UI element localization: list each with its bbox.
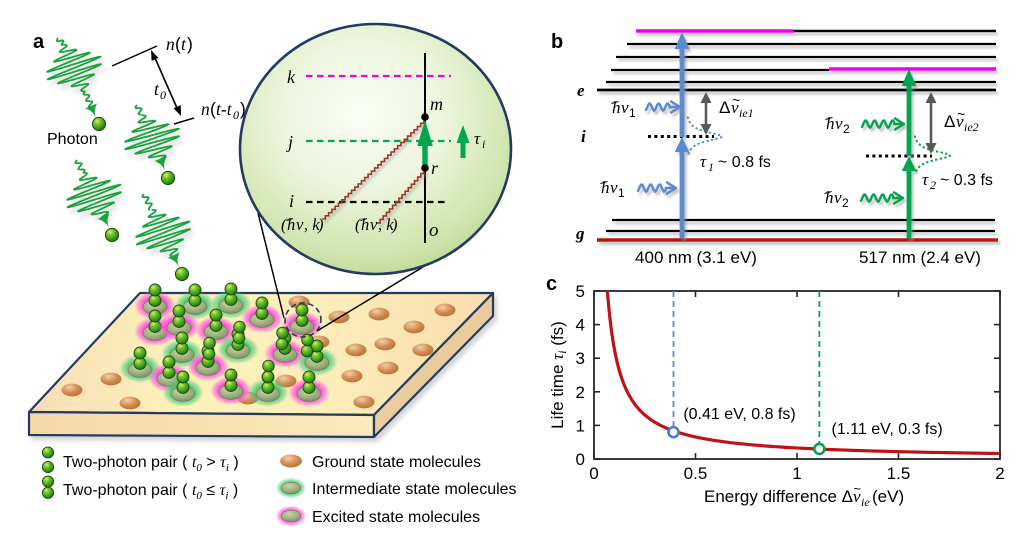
- svg-text:Two-photon pair ( t0 > τi ): Two-photon pair ( t0 > τi ): [63, 454, 239, 474]
- svg-text:Intermediate state molecules: Intermediate state molecules: [312, 481, 517, 498]
- svg-text:(: (: [210, 99, 216, 119]
- svg-text:(1.11 eV, 0.3 fs): (1.11 eV, 0.3 fs): [832, 421, 943, 438]
- svg-text:3: 3: [576, 349, 585, 368]
- svg-text:0: 0: [589, 464, 598, 483]
- svg-text:Excited state molecules: Excited state molecules: [312, 509, 480, 526]
- svg-text:ν: ν: [834, 188, 842, 207]
- svg-text:h: h: [601, 178, 610, 197]
- svg-text:ie1: ie1: [739, 106, 754, 120]
- svg-text:1: 1: [708, 160, 714, 174]
- svg-text:~ 0.8 fs: ~ 0.8 fs: [718, 154, 771, 171]
- svg-text:k: k: [287, 67, 296, 87]
- svg-text:h: h: [287, 215, 295, 234]
- svg-text:o: o: [429, 220, 439, 241]
- svg-text:n: n: [166, 34, 175, 54]
- svg-text:0: 0: [233, 108, 239, 122]
- svg-text:5: 5: [576, 282, 585, 301]
- svg-text:ν: ν: [731, 98, 739, 117]
- svg-text:h: h: [825, 188, 834, 207]
- svg-text:1: 1: [629, 106, 636, 120]
- svg-text:Δ: Δ: [944, 112, 955, 131]
- svg-text:ν: ν: [956, 112, 964, 131]
- svg-text:i: i: [289, 191, 294, 211]
- svg-text:1: 1: [576, 416, 585, 435]
- svg-text:τ: τ: [700, 152, 707, 171]
- svg-text:ν: ν: [621, 98, 629, 117]
- svg-text:): ): [317, 215, 324, 234]
- svg-text:ie: ie: [861, 495, 870, 509]
- svg-text:, k: , k: [378, 215, 394, 234]
- svg-text:c: c: [546, 273, 557, 295]
- svg-text:b: b: [551, 31, 563, 53]
- svg-text:Life time τi (fs): Life time τi (fs): [548, 321, 569, 429]
- svg-text:(: (: [355, 215, 362, 234]
- svg-text:): ): [240, 99, 246, 119]
- svg-text:e: e: [577, 81, 585, 100]
- svg-text:i: i: [482, 137, 485, 151]
- svg-text:~ 0.3 fs: ~ 0.3 fs: [940, 172, 993, 189]
- svg-text:1: 1: [618, 186, 625, 200]
- svg-text:t: t: [154, 79, 160, 99]
- svg-text:(eV): (eV): [872, 487, 904, 506]
- svg-text:2: 2: [843, 122, 850, 136]
- svg-text:h: h: [612, 98, 621, 117]
- svg-text:1: 1: [792, 464, 801, 483]
- svg-text:τ: τ: [922, 170, 929, 189]
- svg-text:j: j: [286, 132, 293, 152]
- svg-text:ν: ν: [835, 114, 843, 133]
- svg-text:a: a: [33, 31, 45, 53]
- svg-text:1.5: 1.5: [887, 464, 911, 483]
- svg-text:ie2: ie2: [964, 120, 979, 134]
- svg-text:ν: ν: [370, 215, 378, 234]
- svg-text:Ground state molecules: Ground state molecules: [312, 454, 481, 471]
- svg-text:h: h: [826, 114, 835, 133]
- svg-text:~: ~: [732, 92, 740, 108]
- svg-text:~: ~: [957, 106, 965, 122]
- svg-text:0.5: 0.5: [684, 464, 708, 483]
- svg-text:2: 2: [930, 178, 936, 192]
- svg-text:(0.41 eV, 0.8 fs): (0.41 eV, 0.8 fs): [683, 406, 795, 423]
- svg-text:, k: , k: [304, 215, 320, 234]
- svg-text:400 nm (3.1 eV): 400 nm (3.1 eV): [635, 248, 757, 267]
- svg-text:2: 2: [995, 464, 1004, 483]
- svg-text:h: h: [361, 215, 369, 234]
- svg-text:Energy difference Δ: Energy difference Δ: [704, 487, 853, 506]
- svg-text:m: m: [430, 94, 443, 114]
- svg-text:2: 2: [576, 383, 585, 402]
- svg-text:0: 0: [160, 88, 166, 102]
- svg-text:τ: τ: [474, 129, 481, 148]
- svg-text:Photon: Photon: [47, 131, 98, 148]
- svg-text:r: r: [431, 158, 439, 178]
- svg-text:(: (: [281, 215, 288, 234]
- svg-text:~: ~: [854, 481, 862, 496]
- svg-text:4: 4: [576, 316, 585, 335]
- svg-text:517 nm (2.4 eV): 517 nm (2.4 eV): [859, 248, 981, 267]
- svg-text:n: n: [201, 99, 210, 119]
- svg-text:Two-photon pair ( t0 ≤ τi ): Two-photon pair ( t0 ≤ τi ): [63, 482, 238, 502]
- svg-text:g: g: [575, 224, 585, 243]
- svg-text:2: 2: [842, 196, 849, 210]
- svg-text:t-t: t-t: [216, 99, 233, 119]
- svg-text:(: (: [175, 34, 181, 54]
- svg-text:i: i: [581, 127, 586, 146]
- svg-text:Δ: Δ: [719, 98, 730, 117]
- svg-text:): ): [187, 34, 193, 54]
- svg-text:ν: ν: [296, 215, 304, 234]
- svg-text:ν: ν: [853, 487, 861, 506]
- svg-text:): ): [391, 215, 398, 234]
- svg-text:ν: ν: [610, 178, 618, 197]
- svg-text:t: t: [181, 34, 187, 54]
- svg-text:0: 0: [576, 450, 585, 469]
